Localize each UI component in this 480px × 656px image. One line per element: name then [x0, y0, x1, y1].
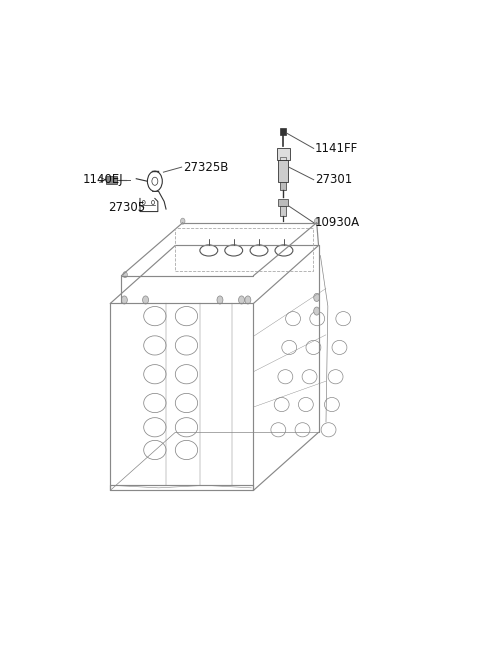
- Bar: [280, 128, 286, 134]
- Bar: [278, 159, 288, 182]
- Text: 27301: 27301: [315, 173, 352, 186]
- Bar: [280, 206, 286, 216]
- Circle shape: [121, 296, 127, 304]
- Circle shape: [245, 296, 251, 304]
- Text: 27305: 27305: [108, 201, 145, 214]
- Bar: [280, 182, 286, 190]
- Circle shape: [143, 296, 148, 304]
- Circle shape: [217, 296, 223, 304]
- Bar: [278, 199, 288, 206]
- Circle shape: [314, 307, 320, 315]
- Text: 1141FF: 1141FF: [315, 142, 358, 155]
- Bar: [276, 148, 290, 159]
- Circle shape: [314, 293, 320, 302]
- Circle shape: [239, 296, 244, 304]
- Text: 1140EJ: 1140EJ: [83, 173, 123, 186]
- Circle shape: [180, 218, 185, 224]
- Bar: [106, 176, 117, 184]
- Circle shape: [314, 218, 319, 224]
- Text: 27325B: 27325B: [183, 161, 228, 174]
- Text: 10930A: 10930A: [315, 216, 360, 229]
- Circle shape: [123, 272, 127, 277]
